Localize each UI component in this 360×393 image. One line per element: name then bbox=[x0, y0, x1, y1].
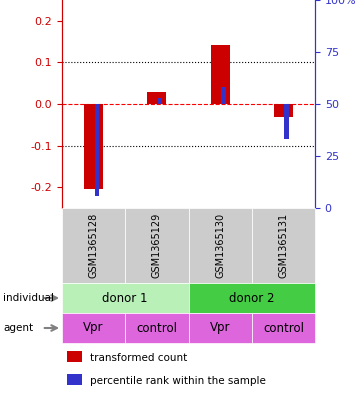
Text: percentile rank within the sample: percentile rank within the sample bbox=[90, 375, 266, 386]
Bar bbox=[284, 104, 289, 140]
Text: GSM1365129: GSM1365129 bbox=[152, 213, 162, 278]
Bar bbox=[67, 373, 82, 384]
Bar bbox=[84, 104, 103, 189]
Text: GSM1365130: GSM1365130 bbox=[215, 213, 225, 278]
Bar bbox=[147, 92, 166, 104]
Bar bbox=[67, 351, 82, 362]
Bar bbox=[158, 98, 162, 104]
Bar bbox=[211, 45, 230, 104]
Text: individual: individual bbox=[3, 293, 54, 303]
Bar bbox=[221, 87, 225, 104]
Bar bbox=[125, 313, 189, 343]
Text: donor 1: donor 1 bbox=[103, 292, 148, 305]
Bar bbox=[95, 104, 99, 196]
Bar bbox=[189, 208, 252, 283]
Text: agent: agent bbox=[3, 323, 33, 333]
Text: donor 2: donor 2 bbox=[229, 292, 275, 305]
Bar bbox=[252, 208, 315, 283]
Bar bbox=[125, 208, 189, 283]
Bar bbox=[274, 104, 293, 118]
Bar bbox=[62, 208, 125, 283]
Text: Vpr: Vpr bbox=[84, 321, 104, 334]
Bar bbox=[62, 283, 189, 313]
Text: control: control bbox=[263, 321, 304, 334]
Bar bbox=[189, 313, 252, 343]
Bar bbox=[252, 313, 315, 343]
Text: transformed count: transformed count bbox=[90, 353, 187, 363]
Text: Vpr: Vpr bbox=[210, 321, 230, 334]
Text: GSM1365128: GSM1365128 bbox=[89, 213, 99, 278]
Bar bbox=[62, 313, 125, 343]
Text: GSM1365131: GSM1365131 bbox=[278, 213, 288, 278]
Text: control: control bbox=[136, 321, 177, 334]
Bar bbox=[189, 283, 315, 313]
